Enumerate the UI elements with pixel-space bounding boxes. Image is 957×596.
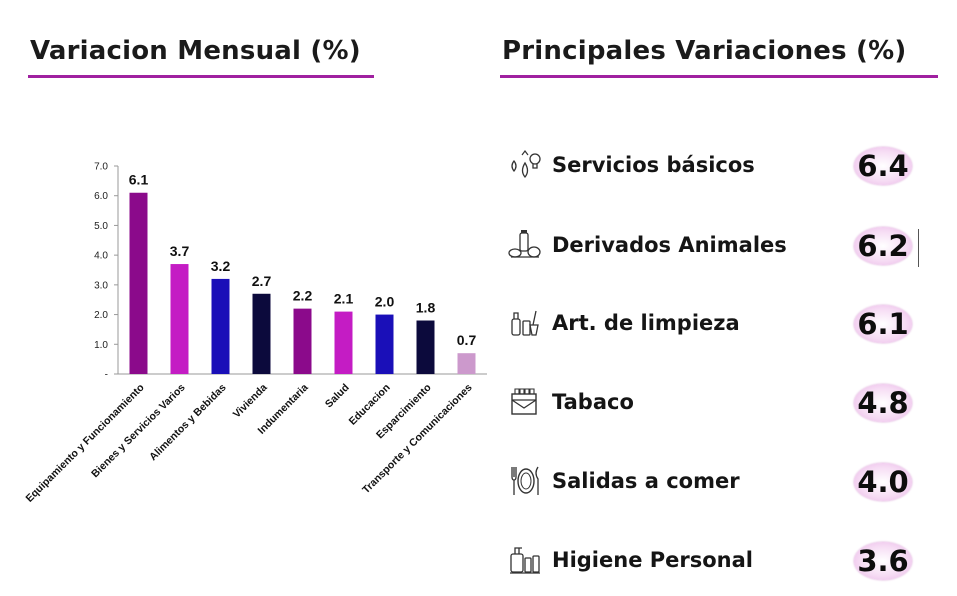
data-label: 3.7 xyxy=(170,243,190,259)
value-badge xyxy=(854,227,912,265)
category-label: Salud xyxy=(323,382,352,411)
bar xyxy=(375,314,394,374)
bar xyxy=(252,293,271,374)
data-label: 2.1 xyxy=(334,291,354,307)
divider-mark xyxy=(918,229,919,267)
data-label: 2.2 xyxy=(293,288,313,304)
variation-row-higiene: Higiene Personal 3.6 xyxy=(508,542,918,582)
plate-cutlery-icon xyxy=(511,466,539,495)
category-label: Alimentos y Bebidas xyxy=(147,382,229,464)
variation-label: Art. de limpieza xyxy=(552,311,740,335)
data-label: 1.8 xyxy=(416,300,436,316)
variation-label: Higiene Personal xyxy=(552,548,753,572)
cleaning-supplies-icon xyxy=(511,310,539,336)
data-label: 3.2 xyxy=(211,258,231,274)
value-badge xyxy=(854,384,912,422)
utilities-icon xyxy=(511,150,541,179)
bar xyxy=(334,311,353,374)
category-label: Vivienda xyxy=(231,382,270,421)
toiletries-icon xyxy=(510,547,540,574)
data-label: 2.7 xyxy=(252,273,272,289)
variation-value: 4.8 xyxy=(857,386,909,420)
variation-row-salidas: Salidas a comer 4.0 xyxy=(508,463,918,503)
variation-label: Salidas a comer xyxy=(552,469,740,493)
variation-value: 4.0 xyxy=(857,465,909,499)
left-title-underline xyxy=(28,75,374,78)
bar xyxy=(457,353,476,374)
y-tick-label: 7.0 xyxy=(94,162,108,173)
dairy-products-icon xyxy=(508,230,541,258)
value-badge xyxy=(854,147,912,185)
variation-value: 3.6 xyxy=(857,544,909,578)
value-badge xyxy=(854,463,912,501)
variation-value: 6.2 xyxy=(857,229,909,263)
right-title-underline xyxy=(500,75,938,78)
value-badge xyxy=(854,542,912,580)
variation-row-limpieza: Art. de limpieza 6.1 xyxy=(508,305,918,345)
data-label: 0.7 xyxy=(457,332,477,348)
y-tick-label: 5.0 xyxy=(94,221,108,232)
y-tick-label: 4.0 xyxy=(94,251,108,262)
variation-label: Tabaco xyxy=(552,390,634,414)
value-badge xyxy=(854,305,912,343)
cigarette-pack-icon xyxy=(511,388,537,415)
bar xyxy=(170,264,189,374)
y-tick-label: - xyxy=(105,370,108,381)
bar xyxy=(416,320,435,374)
y-tick-label: 2.0 xyxy=(94,310,108,321)
variation-label: Derivados Animales xyxy=(552,233,787,257)
bar xyxy=(293,308,312,374)
bar xyxy=(129,192,148,374)
variation-value: 6.4 xyxy=(857,149,909,183)
variation-row-servicios: Servicios básicos 6.4 xyxy=(508,147,918,187)
data-label: 2.0 xyxy=(375,294,395,310)
variation-row-derivados: Derivados Animales 6.2 xyxy=(508,227,918,267)
left-title: Variacion Mensual (%) xyxy=(30,36,361,66)
right-title: Principales Variaciones (%) xyxy=(502,36,907,66)
data-label: 6.1 xyxy=(129,172,149,188)
y-tick-label: 3.0 xyxy=(94,280,108,291)
variation-value: 6.1 xyxy=(857,307,909,341)
variation-label: Servicios básicos xyxy=(552,153,755,177)
y-tick-label: 1.0 xyxy=(94,340,108,351)
variation-row-tabaco: Tabaco 4.8 xyxy=(508,384,918,424)
y-tick-label: 6.0 xyxy=(94,191,108,202)
bar xyxy=(211,278,230,374)
